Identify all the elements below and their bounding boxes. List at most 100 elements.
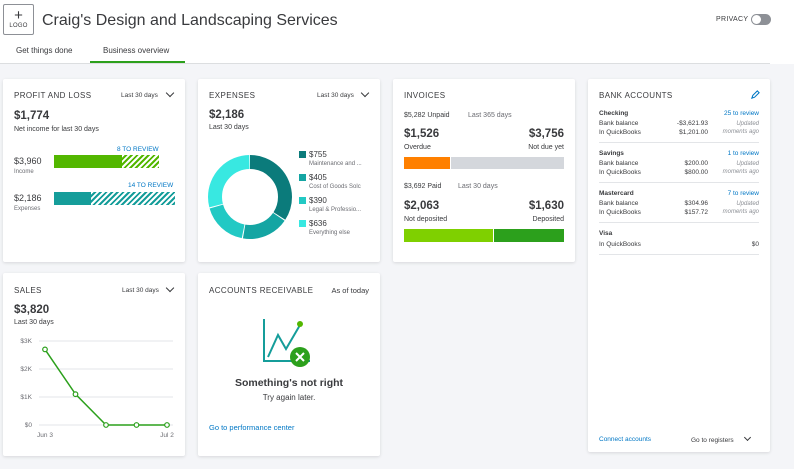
chart-error-icon	[263, 319, 310, 367]
checking-review-link[interactable]: 25 to review	[723, 110, 759, 117]
account-divider	[599, 254, 759, 255]
net-income-label: Net income for last 30 days	[14, 126, 99, 133]
expenses-review-link[interactable]: 14 TO REVIEW	[128, 182, 174, 189]
y-tick-label: $3K	[20, 338, 32, 345]
x-tick-label: Jul 2	[160, 432, 174, 439]
active-tab-indicator	[90, 61, 185, 63]
sales-point[interactable]	[103, 422, 109, 428]
expenses-total-label: Last 30 days	[209, 124, 249, 131]
mastercard-ago: moments ago	[722, 209, 759, 215]
sales-point[interactable]	[72, 391, 79, 398]
sales-line-chart[interactable]: $0 $1K $2K $3K Jun 3 Jul 2	[3, 333, 185, 445]
checking-bank-value: -$3,621.93	[676, 120, 708, 127]
mastercard-qb-value: $157.72	[684, 209, 709, 216]
sales-point[interactable]	[164, 422, 170, 428]
checking-bank-label: Bank balance	[599, 120, 639, 127]
profit-loss-period[interactable]: Last 30 days	[121, 92, 158, 99]
savings-review-link[interactable]: 1 to review	[727, 150, 759, 157]
y-tick-label: $2K	[20, 366, 32, 373]
bank-accounts-card: BANK ACCOUNTS Checking 25 to review Bank…	[588, 79, 770, 452]
legend-name-0: Maintenance and ...	[309, 161, 362, 167]
account-name-visa[interactable]: Visa	[599, 230, 613, 237]
chevron-down-icon[interactable]	[743, 433, 752, 442]
go-to-registers-dropdown[interactable]: Go to registers	[691, 437, 734, 444]
legend-amount-2: $390	[309, 196, 327, 205]
privacy-toggle[interactable]	[751, 14, 771, 25]
mastercard-qb-label: In QuickBooks	[599, 209, 641, 216]
tab-get-things-done[interactable]: Get things done	[16, 46, 73, 55]
visa-qb-value: $0	[751, 241, 759, 248]
expenses-total: $2,186	[209, 109, 245, 121]
connect-accounts-link[interactable]: Connect accounts	[599, 436, 652, 443]
account-name-mastercard[interactable]: Mastercard	[599, 190, 634, 197]
expenses-bar[interactable]	[54, 192, 91, 205]
sales-total-label: Last 30 days	[14, 319, 54, 326]
account-divider	[599, 142, 759, 143]
not-deposited-value: $2,063	[404, 200, 440, 212]
not-due-bar[interactable]	[451, 157, 564, 169]
not-due-value: $3,756	[528, 128, 564, 140]
checking-qb-label: In QuickBooks	[599, 129, 641, 136]
sales-point[interactable]	[42, 346, 48, 353]
chevron-down-icon[interactable]	[165, 283, 175, 293]
expenses-period[interactable]: Last 30 days	[317, 92, 354, 99]
sales-total: $3,820	[14, 304, 50, 316]
not-due-label: Not due yet	[528, 144, 564, 151]
income-bar[interactable]	[54, 155, 122, 168]
legend-amount-3: $636	[309, 219, 327, 228]
checking-updated: Updated	[736, 121, 759, 127]
account-name-checking[interactable]: Checking	[599, 110, 629, 117]
profit-loss-title: PROFIT AND LOSS	[14, 91, 92, 100]
checking-qb-value: $1,201.00	[679, 129, 708, 136]
checking-ago: moments ago	[722, 129, 759, 135]
not-deposited-bar[interactable]	[404, 229, 493, 242]
income-review-link[interactable]: 8 TO REVIEW	[117, 146, 159, 153]
not-deposited-label: Not deposited	[404, 216, 448, 223]
legend-swatch-1	[299, 174, 306, 181]
account-name-savings[interactable]: Savings	[599, 150, 624, 157]
privacy-label: PRIVACY	[716, 16, 749, 23]
y-tick-label: $0	[25, 422, 33, 429]
chevron-down-icon[interactable]	[360, 88, 370, 98]
company-name: Craig's Design and Landscaping Services	[42, 12, 338, 29]
sales-series-line	[44, 348, 167, 426]
legend-name-3: Everything else	[309, 230, 351, 236]
net-income-value: $1,774	[14, 110, 50, 122]
savings-qb-value: $800.00	[684, 169, 709, 176]
mastercard-bank-label: Bank balance	[599, 200, 639, 207]
savings-updated: Updated	[736, 161, 759, 167]
legend-amount-0: $755	[309, 150, 327, 159]
legend-swatch-2	[299, 197, 306, 204]
invoices-unpaid-period: Last 365 days	[468, 112, 512, 119]
add-logo-button[interactable]: + LOGO	[3, 4, 34, 35]
accounts-receivable-title: ACCOUNTS RECEIVABLE	[209, 286, 314, 295]
donut-slice-1[interactable]	[208, 155, 292, 239]
deposited-label: Deposited	[532, 216, 564, 223]
expenses-review-bar[interactable]	[91, 192, 175, 205]
income-review-bar[interactable]	[122, 155, 159, 168]
legend-swatch-3	[299, 220, 306, 227]
mastercard-review-link[interactable]: 7 to review	[727, 190, 759, 197]
expenses-title: EXPENSES	[209, 91, 256, 100]
deposited-bar[interactable]	[494, 229, 564, 242]
tab-business-overview[interactable]: Business overview	[103, 46, 170, 55]
toggle-knob	[752, 15, 761, 24]
savings-qb-label: In QuickBooks	[599, 169, 641, 176]
visa-qb-label: In QuickBooks	[599, 241, 641, 248]
sales-point[interactable]	[133, 422, 140, 428]
deposited-value: $1,630	[528, 200, 564, 212]
donut-slice-3[interactable]	[208, 155, 292, 239]
top-bar: + LOGO Craig's Design and Landscaping Se…	[0, 0, 794, 64]
invoices-title: INVOICES	[404, 91, 446, 100]
performance-center-link[interactable]: Go to performance center	[209, 423, 295, 432]
overdue-bar[interactable]	[404, 157, 450, 169]
savings-ago: moments ago	[722, 169, 759, 175]
sales-period[interactable]: Last 30 days	[122, 287, 159, 294]
donut-slice-0[interactable]	[208, 155, 292, 239]
tabs-divider	[0, 63, 770, 64]
chevron-down-icon[interactable]	[165, 88, 175, 98]
expenses-donut-chart[interactable]	[207, 154, 293, 240]
x-tick-label: Jun 3	[37, 432, 53, 439]
pencil-icon[interactable]	[751, 90, 760, 99]
overdue-value: $1,526	[404, 128, 440, 140]
